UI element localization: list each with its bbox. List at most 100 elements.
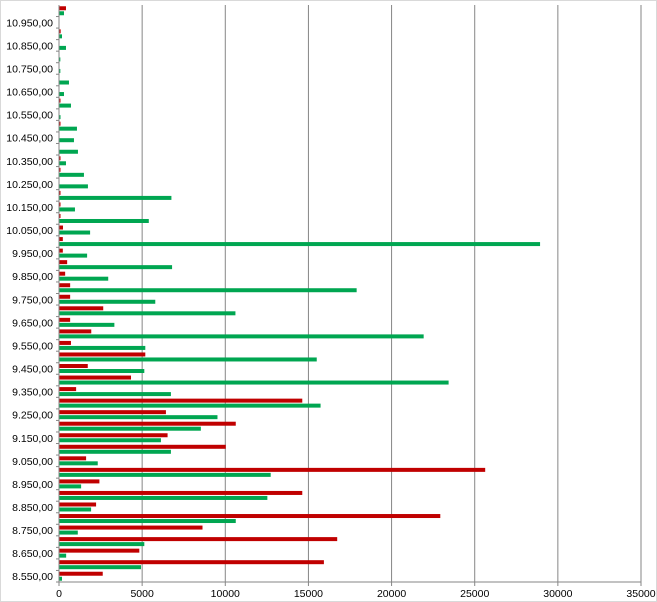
y-tick-label: 8.650,00 xyxy=(12,548,53,560)
y-tick-label: 10.950,00 xyxy=(6,17,53,29)
y-tick-label: 9.450,00 xyxy=(12,364,53,376)
bar-green-series xyxy=(59,103,71,108)
bar-red-series xyxy=(59,340,71,345)
bar-green-series xyxy=(59,392,171,397)
bar-green-series xyxy=(59,195,172,200)
y-tick-label: 10.350,00 xyxy=(6,156,53,168)
bar-green-series xyxy=(59,322,115,327)
bar-red-series xyxy=(59,317,71,322)
bar-green-series xyxy=(59,126,77,131)
y-tick-label: 10.750,00 xyxy=(6,63,53,75)
x-tick-label: 10000 xyxy=(211,588,240,600)
y-tick-label: 9.250,00 xyxy=(12,410,53,422)
bar-green-series xyxy=(59,311,236,316)
y-tick-label: 10.050,00 xyxy=(6,225,53,237)
y-tick-label: 9.850,00 xyxy=(12,271,53,283)
bar-red-series xyxy=(59,271,66,276)
bar-green-series xyxy=(59,334,424,339)
bar-green-series xyxy=(59,553,67,558)
bar-green-series xyxy=(59,276,109,281)
bar-green-series xyxy=(59,380,449,385)
bar-red-series xyxy=(59,560,324,565)
x-tick-label: 30000 xyxy=(543,588,572,600)
y-tick-label: 10.150,00 xyxy=(6,202,53,214)
bar-green-series xyxy=(59,115,61,120)
y-tick-label: 8.550,00 xyxy=(12,571,53,583)
bar-green-series xyxy=(59,495,268,500)
bar-green-series xyxy=(59,576,62,581)
y-tick-label: 8.850,00 xyxy=(12,502,53,514)
bar-green-series xyxy=(59,11,64,16)
bar-green-series xyxy=(59,449,171,454)
bar-green-series xyxy=(59,253,88,258)
y-tick-label: 10.550,00 xyxy=(6,110,53,122)
bar-green-series xyxy=(59,68,61,73)
bar-green-series xyxy=(59,415,218,420)
y-tick-label: 10.450,00 xyxy=(6,133,53,145)
bar-green-series xyxy=(59,299,156,304)
x-tick-label: 20000 xyxy=(377,588,406,600)
y-tick-label: 9.750,00 xyxy=(12,294,53,306)
y-tick-label: 8.750,00 xyxy=(12,525,53,537)
y-tick-label: 9.950,00 xyxy=(12,248,53,260)
bar-green-series xyxy=(59,80,69,85)
bar-red-series xyxy=(59,29,61,34)
bar-red-series xyxy=(59,548,140,553)
bar-green-series xyxy=(59,57,61,62)
bar-red-series xyxy=(59,444,226,449)
bar-green-series xyxy=(59,565,141,570)
bar-green-series xyxy=(59,242,541,247)
bar-green-series xyxy=(59,92,64,97)
bar-red-series xyxy=(59,456,87,461)
bar-green-series xyxy=(59,461,98,466)
y-tick-label: 8.950,00 xyxy=(12,479,53,491)
y-tick-label: 9.650,00 xyxy=(12,317,53,329)
bar-green-series xyxy=(59,519,236,524)
bar-green-series xyxy=(59,288,357,293)
bar-green-series xyxy=(59,138,74,143)
bar-green-series xyxy=(59,369,145,374)
bar-red-series xyxy=(59,398,303,403)
bar-red-series xyxy=(59,260,68,265)
y-tick-label: 10.850,00 xyxy=(6,40,53,52)
bar-red-series xyxy=(59,421,236,426)
x-tick-label: 0 xyxy=(56,588,62,600)
bar-red-series xyxy=(59,283,71,288)
bar-red-series xyxy=(59,98,61,103)
bar-red-series xyxy=(59,248,63,253)
x-tick-label: 25000 xyxy=(460,588,489,600)
x-tick-label: 35000 xyxy=(626,588,655,600)
bar-green-series xyxy=(59,149,78,154)
bar-red-series xyxy=(59,525,203,530)
y-tick-label: 9.550,00 xyxy=(12,340,53,352)
gridlines xyxy=(141,5,642,582)
y-tick-label: 10.650,00 xyxy=(6,87,53,99)
bar-green-series xyxy=(59,357,317,362)
bar-green-series xyxy=(59,484,82,489)
bar-red-series xyxy=(59,294,71,299)
bar-red-series xyxy=(59,571,103,576)
bar-red-series xyxy=(59,213,61,218)
bar-red-series xyxy=(59,375,132,380)
bar-red-series xyxy=(59,121,61,126)
y-tick-label: 9.350,00 xyxy=(12,387,53,399)
bar-green-series xyxy=(59,507,92,512)
bar-red-series xyxy=(59,479,100,484)
bar-green-series xyxy=(59,345,146,350)
bar-red-series xyxy=(59,167,61,172)
bar-red-series xyxy=(59,225,63,230)
bar-green-series xyxy=(59,230,91,235)
bar-red-series xyxy=(59,352,146,357)
y-tick-label: 9.050,00 xyxy=(12,456,53,468)
bar-red-series xyxy=(59,490,303,495)
bar-green-series xyxy=(59,207,75,212)
bar-green-series xyxy=(59,403,321,408)
bar-green-series xyxy=(59,265,173,270)
bar-red-series xyxy=(59,387,77,392)
bar-green-series xyxy=(59,542,145,547)
x-tick-label: 15000 xyxy=(294,588,323,600)
y-tick-label: 10.250,00 xyxy=(6,179,53,191)
bar-green-series xyxy=(59,184,88,189)
bar-green-series xyxy=(59,34,62,39)
